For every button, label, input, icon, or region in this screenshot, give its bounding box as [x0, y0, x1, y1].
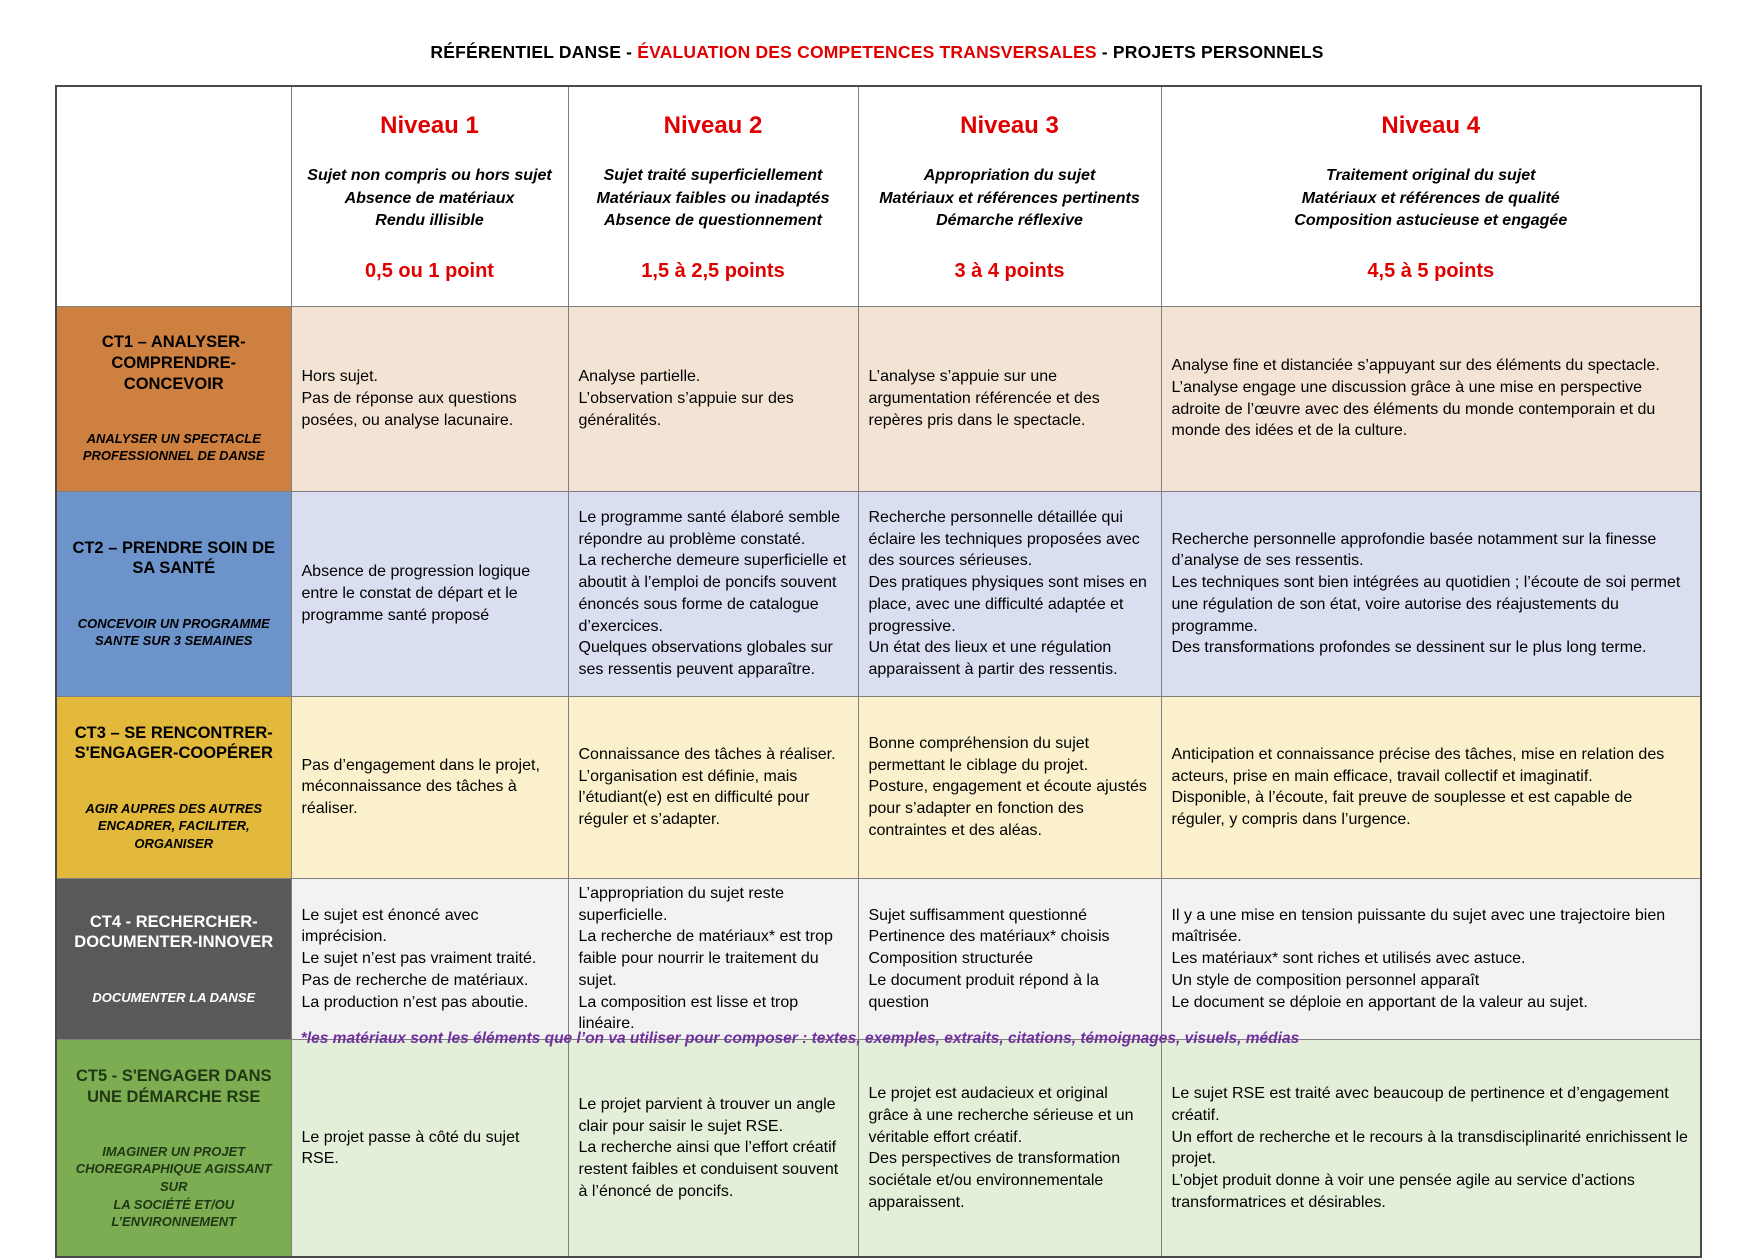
cell-ct1-niveau4: Analyse fine et distanciée s’appuyant su… — [1160, 305, 1702, 492]
level-3-points: 3 à 4 points — [954, 259, 1065, 282]
cell-ct3-niveau3: Bonne compréhension du sujet permettant … — [857, 695, 1162, 879]
rubric-table: Niveau 1 Sujet non compris ou hors sujet… — [55, 85, 1702, 1258]
row-title-ct5: CT5 - S'ENGAGER DANS UNE DÉMARCHE RSE — [75, 1066, 272, 1106]
row-ct5: CT5 - S'ENGAGER DANS UNE DÉMARCHE RSE IM… — [55, 1039, 1702, 1258]
cell-ct3-niveau4: Anticipation et connaissance précise des… — [1160, 695, 1702, 879]
cell-ct1-niveau1: Hors sujet. Pas de réponse aux questions… — [290, 305, 569, 492]
page-title: RÉFÉRENTIEL DANSE - ÉVALUATION DES COMPE… — [0, 42, 1754, 63]
row-title-ct4: CT4 - RECHERCHER-DOCUMENTER-INNOVER — [74, 912, 274, 952]
cell-ct4-niveau3: Sujet suffisamment questionné Pertinence… — [857, 877, 1162, 1041]
cell-ct5-niveau3: Le projet est audacieux et original grâc… — [857, 1039, 1162, 1258]
level-header-row: Niveau 1 Sujet non compris ou hors sujet… — [55, 85, 1702, 307]
row-header-ct3: CT3 – SE RENCONTRER-S'ENGAGER-COOPÉRER A… — [55, 695, 292, 879]
cell-ct4-niveau2: L’appropriation du sujet reste superfici… — [567, 877, 859, 1041]
row-subtitle-ct4: DOCUMENTER LA DANSE — [92, 989, 256, 1005]
row-subtitle-ct2: CONCEVOIR UN PROGRAMME SANTE SUR 3 SEMAI… — [77, 615, 270, 649]
row-title-ct1: CT1 – ANALYSER-COMPRENDRE-CONCEVOIR — [101, 333, 246, 393]
cell-ct2-niveau1: Absence de progression logique entre le … — [290, 490, 569, 697]
row-header-ct2: CT2 – PRENDRE SOIN DE SA SANTÉ CONCEVOIR… — [55, 490, 292, 697]
level-header-1: Niveau 1 Sujet non compris ou hors sujet… — [290, 85, 569, 307]
level-4-points: 4,5 à 5 points — [1367, 259, 1495, 282]
row-subtitle-ct3: AGIR AUPRES DES AUTRES ENCADRER, FACILIT… — [85, 800, 263, 851]
cell-ct3-niveau1: Pas d’engagement dans le projet, méconna… — [290, 695, 569, 879]
row-ct3: CT3 – SE RENCONTRER-S'ENGAGER-COOPÉRER A… — [55, 695, 1702, 879]
row-header-ct5: CT5 - S'ENGAGER DANS UNE DÉMARCHE RSE IM… — [55, 1039, 292, 1258]
row-title-ct3: CT3 – SE RENCONTRER-S'ENGAGER-COOPÉRER — [74, 723, 273, 763]
row-header-ct4: CT4 - RECHERCHER-DOCUMENTER-INNOVER DOCU… — [55, 877, 292, 1041]
level-1-descriptors: Sujet non compris ou hors sujet Absence … — [307, 166, 552, 230]
row-subtitle-ct5: IMAGINER UN PROJET CHOREGRAPHIQUE AGISSA… — [75, 1143, 272, 1230]
row-ct1: CT1 – ANALYSER-COMPRENDRE-CONCEVOIR ANAL… — [55, 305, 1702, 492]
level-4-descriptors: Traitement original du sujet Matériaux e… — [1294, 166, 1568, 230]
row-ct4: CT4 - RECHERCHER-DOCUMENTER-INNOVER DOCU… — [55, 877, 1702, 1041]
level-header-4: Niveau 4 Traitement original du sujet Ma… — [1160, 85, 1702, 307]
corner-cell — [55, 85, 292, 307]
level-4-name: Niveau 4 — [1381, 111, 1481, 139]
level-header-2: Niveau 2 Sujet traité superficiellement … — [567, 85, 859, 307]
level-2-name: Niveau 2 — [663, 111, 763, 139]
page-title-part1: RÉFÉRENTIEL DANSE - — [430, 42, 638, 62]
cell-ct5-niveau2: Le projet parvient à trouver un angle cl… — [567, 1039, 859, 1258]
cell-ct2-niveau4: Recherche personnelle approfondie basée … — [1160, 490, 1702, 697]
level-3-name: Niveau 3 — [960, 111, 1059, 139]
row-header-ct1: CT1 – ANALYSER-COMPRENDRE-CONCEVOIR ANAL… — [55, 305, 292, 492]
cell-ct1-niveau3: L’analyse s’appuie sur une argumentation… — [857, 305, 1162, 492]
level-1-name: Niveau 1 — [380, 111, 479, 139]
cell-ct5-niveau1: Le projet passe à côté du sujet RSE. — [290, 1039, 569, 1258]
level-2-descriptors: Sujet traité superficiellement Matériaux… — [596, 166, 830, 230]
footnote: *les matériaux sont les éléments que l’o… — [300, 1030, 1300, 1047]
page-title-part3: - PROJETS PERSONNELS — [1096, 42, 1324, 62]
level-2-points: 1,5 à 2,5 points — [641, 259, 785, 282]
level-3-descriptors: Appropriation du sujet Matériaux et réfé… — [879, 166, 1140, 230]
cell-ct4-niveau4: Il y a une mise en tension puissante du … — [1160, 877, 1702, 1041]
cell-ct2-niveau3: Recherche personnelle détaillée qui écla… — [857, 490, 1162, 697]
cell-ct5-niveau4: Le sujet RSE est traité avec beaucoup de… — [1160, 1039, 1702, 1258]
cell-ct3-niveau2: Connaissance des tâches à réaliser. L’or… — [567, 695, 859, 879]
level-header-3: Niveau 3 Appropriation du sujet Matériau… — [857, 85, 1162, 307]
cell-ct4-niveau1: Le sujet est énoncé avec imprécision. Le… — [290, 877, 569, 1041]
level-1-points: 0,5 ou 1 point — [365, 259, 494, 282]
page-title-accent: ÉVALUATION DES COMPETENCES TRANSVERSALES — [637, 42, 1097, 62]
row-subtitle-ct1: ANALYSER UN SPECTACLE PROFESSIONNEL DE D… — [82, 430, 265, 464]
row-ct2: CT2 – PRENDRE SOIN DE SA SANTÉ CONCEVOIR… — [55, 490, 1702, 697]
cell-ct2-niveau2: Le programme santé élaboré semble répond… — [567, 490, 859, 697]
cell-ct1-niveau2: Analyse partielle. L’observation s’appui… — [567, 305, 859, 492]
row-title-ct2: CT2 – PRENDRE SOIN DE SA SANTÉ — [72, 538, 276, 578]
